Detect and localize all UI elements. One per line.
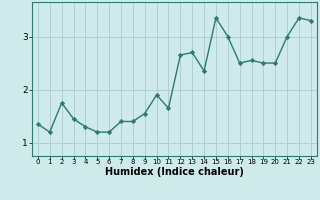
X-axis label: Humidex (Indice chaleur): Humidex (Indice chaleur) [105, 167, 244, 177]
